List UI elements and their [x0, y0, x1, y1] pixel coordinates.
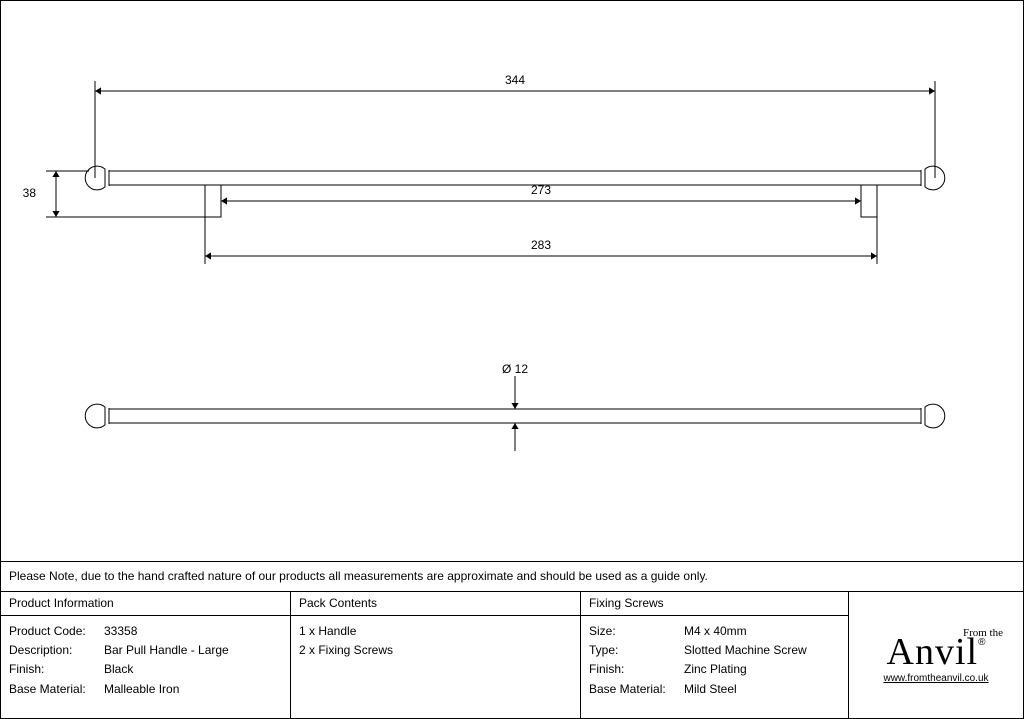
- col-header: Fixing Screws: [581, 592, 848, 616]
- logo-reg: ®: [978, 637, 985, 648]
- info-table: Product Information Product Code:33358De…: [1, 591, 1024, 719]
- info-row: Size:M4 x 40mm: [589, 622, 840, 641]
- info-value: Zinc Plating: [684, 660, 840, 679]
- info-key: Type:: [589, 641, 684, 660]
- col-pack-contents: Pack Contents 1 x Handle2 x Fixing Screw…: [291, 592, 581, 719]
- col-product-info: Product Information Product Code:33358De…: [1, 592, 291, 719]
- info-value: Mild Steel: [684, 680, 840, 699]
- spec-sheet: 344 38 273 283 Ø 12 Please Note, due to the …: [0, 0, 1024, 719]
- info-line: 1 x Handle: [299, 622, 572, 641]
- info-value: M4 x 40mm: [684, 622, 840, 641]
- info-value: Malleable Iron: [104, 680, 282, 699]
- info-row: Product Code:33358: [9, 622, 282, 641]
- info-key: Base Material:: [589, 680, 684, 699]
- info-row: Finish:Black: [9, 660, 282, 679]
- info-value: Slotted Machine Screw: [684, 641, 840, 660]
- col-body: 1 x Handle2 x Fixing Screws: [291, 616, 580, 719]
- info-row: Description:Bar Pull Handle - Large: [9, 641, 282, 660]
- info-key: Finish:: [9, 660, 104, 679]
- info-row: Base Material:Mild Steel: [589, 680, 840, 699]
- svg-text:283: 283: [531, 238, 551, 252]
- disclaimer-row: Please Note, due to the hand crafted nat…: [1, 561, 1024, 591]
- col-body: Size:M4 x 40mmType:Slotted Machine Screw…: [581, 616, 848, 719]
- svg-text:273: 273: [531, 183, 551, 197]
- info-row: Type:Slotted Machine Screw: [589, 641, 840, 660]
- info-row: Finish:Zinc Plating: [589, 660, 840, 679]
- info-value: Bar Pull Handle - Large: [104, 641, 282, 660]
- col-fixing-screws: Fixing Screws Size:M4 x 40mmType:Slotted…: [581, 592, 849, 719]
- info-key: Base Material:: [9, 680, 104, 699]
- info-key: Size:: [589, 622, 684, 641]
- brand-logo: From the Anvil ® www.fromtheanvil.co.uk: [849, 592, 1023, 719]
- drawing-svg: 344 38 273 283 Ø 12: [1, 1, 1024, 561]
- logo-main: Anvil: [887, 633, 979, 671]
- info-key: Description:: [9, 641, 104, 660]
- col-header: Product Information: [1, 592, 290, 616]
- svg-text:38: 38: [23, 186, 37, 200]
- info-row: Base Material:Malleable Iron: [9, 680, 282, 699]
- info-key: Product Code:: [9, 622, 104, 641]
- col-header: Pack Contents: [291, 592, 580, 616]
- info-key: Finish:: [589, 660, 684, 679]
- info-value: Black: [104, 660, 282, 679]
- technical-drawing: 344 38 273 283 Ø 12: [1, 1, 1024, 561]
- info-line: 2 x Fixing Screws: [299, 641, 572, 660]
- disclaimer-text: Please Note, due to the hand crafted nat…: [9, 569, 708, 583]
- logo-url: www.fromtheanvil.co.uk: [883, 673, 988, 684]
- col-body: Product Code:33358Description:Bar Pull H…: [1, 616, 290, 719]
- svg-text:344: 344: [505, 73, 525, 87]
- info-value: 33358: [104, 622, 282, 641]
- col-logo: From the Anvil ® www.fromtheanvil.co.uk: [849, 592, 1023, 719]
- svg-text:Ø 12: Ø 12: [502, 362, 528, 376]
